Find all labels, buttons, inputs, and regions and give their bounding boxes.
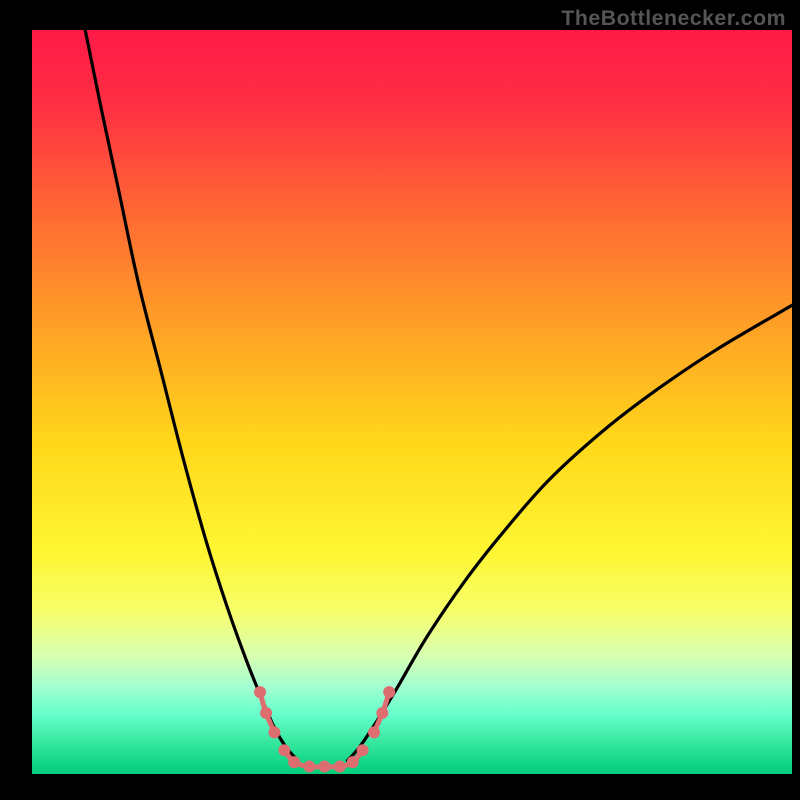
bottom-markers-dot — [334, 761, 346, 773]
bottom-markers-dot — [347, 756, 359, 768]
attribution-label: TheBottlenecker.com — [561, 6, 786, 31]
bottom-markers-dot — [288, 756, 300, 768]
right-curve — [347, 305, 792, 760]
bottom-markers-dot — [260, 707, 272, 719]
bottom-markers-dot — [303, 761, 315, 773]
bottom-markers-dot — [319, 761, 331, 773]
bottom-markers-dot — [376, 707, 388, 719]
bottom-markers-dot — [357, 744, 369, 756]
bottom-markers-dot — [368, 726, 380, 738]
bottom-markers-dot — [278, 744, 290, 756]
bottom-markers-dot — [254, 686, 266, 698]
plot-area — [32, 30, 792, 774]
bottom-markers-dot — [383, 686, 395, 698]
bottom-markers-dot — [268, 726, 280, 738]
curve-layer — [32, 30, 792, 774]
left-curve — [85, 30, 298, 761]
